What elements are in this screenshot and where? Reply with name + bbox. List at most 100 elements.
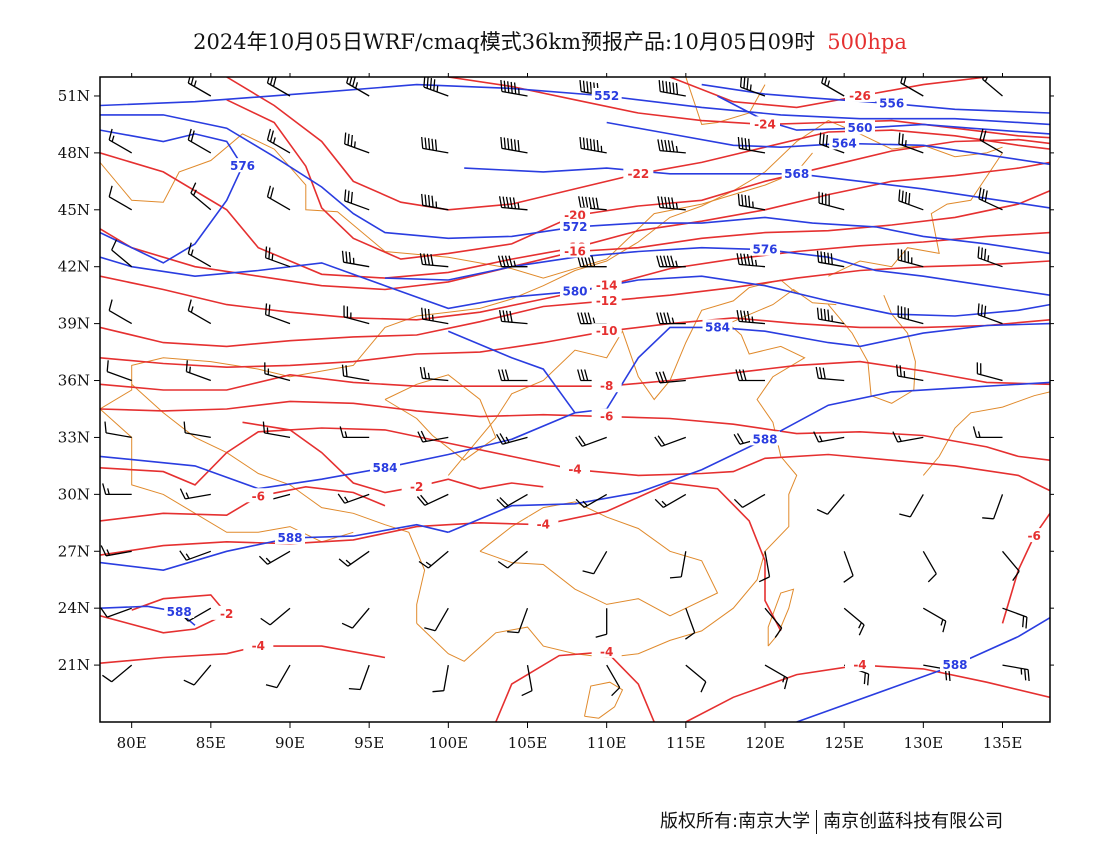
contour-label-background (275, 529, 305, 544)
temperature-contour-label: -26 (849, 89, 871, 103)
wind-barb (338, 550, 370, 567)
wind-barb (432, 664, 449, 693)
wind-barb (185, 360, 212, 382)
y-tick-label: 42N (58, 258, 90, 276)
wind-barb (106, 360, 132, 382)
wind-barb (102, 664, 133, 683)
height-contour (464, 167, 1050, 209)
wind-barb (578, 196, 607, 211)
wind-barb (978, 187, 1003, 211)
wind-barb (187, 128, 212, 154)
contour-label-background (164, 603, 195, 618)
wind-barb (897, 248, 924, 268)
y-tick-label: 24N (58, 599, 90, 617)
border-line (922, 391, 1050, 476)
wind-barb (497, 255, 528, 268)
height-contour-label: 588 (167, 605, 192, 619)
contour-label-background (829, 135, 860, 150)
x-tick-label: 120E (745, 734, 785, 752)
wind-barb (818, 191, 845, 211)
wind-barb (496, 433, 528, 445)
x-tick-label: 130E (904, 734, 944, 752)
height-contour-label: 584 (372, 461, 397, 475)
wind-barb (419, 253, 449, 268)
height-contour-label: 584 (705, 320, 730, 334)
wind-barb (111, 239, 133, 268)
wind-barb (258, 550, 291, 565)
x-tick-label: 85E (196, 734, 226, 752)
temperature-contour-label: -22 (627, 167, 649, 181)
temperature-contour-label: -6 (1027, 529, 1040, 543)
height-contour-label: 588 (277, 531, 302, 545)
height-contour-label: 564 (832, 136, 857, 150)
wind-barb (758, 551, 771, 583)
wind-barb (419, 366, 449, 382)
height-contour (100, 114, 1050, 255)
height-contour-label: 588 (752, 432, 777, 446)
height-contour-label: 556 (879, 97, 904, 111)
wind-barb (266, 185, 291, 211)
height-contour-label: 576 (230, 159, 255, 173)
wind-barb (735, 369, 765, 382)
height-contour-label: 580 (562, 284, 587, 298)
wind-barb (898, 132, 924, 154)
title-level: 500hpa (827, 30, 907, 54)
wind-barb (496, 493, 528, 508)
x-tick-label: 95E (354, 734, 384, 752)
footer-right: 南京创蓝科技有限公司 (823, 811, 1004, 832)
temperature-contour-label: -2 (410, 480, 423, 494)
wind-barb (898, 189, 924, 211)
y-tick-label: 27N (58, 542, 90, 560)
contour-label-background (370, 459, 400, 474)
wind-barb (423, 77, 449, 97)
y-tick-label: 51N (58, 87, 90, 105)
wind-barb (1002, 550, 1020, 581)
wind-barb (108, 299, 133, 325)
wind-barb (497, 550, 528, 569)
wind-barb (521, 664, 533, 697)
wind-barb (260, 607, 291, 626)
y-tick-label: 45N (58, 201, 90, 219)
chart-title: 2024年10月05日WRF/cmaq模式36km预报产品:10月05日09时 5… (0, 26, 1100, 56)
temperature-contour-label: -4 (853, 658, 866, 672)
wind-barb (595, 608, 608, 638)
wind-barb (104, 421, 132, 439)
wind-barb (982, 494, 1004, 520)
wind-barb (977, 246, 1003, 268)
wind-barb (341, 607, 370, 629)
height-contour-label: 588 (942, 658, 967, 672)
height-contour (100, 605, 196, 626)
temperature-contour-label: -12 (596, 294, 618, 308)
wind-barb (264, 246, 291, 268)
x-tick-label: 80E (117, 734, 147, 752)
wind-barb (344, 132, 370, 154)
wind-barb (843, 551, 854, 583)
y-tick-label: 36N (58, 372, 90, 390)
temperature-contour (100, 260, 1050, 348)
wind-barb (266, 128, 291, 154)
x-tick-label: 100E (429, 734, 469, 752)
x-tick-label: 105E (508, 734, 548, 752)
wind-barb (417, 430, 449, 443)
contour-label-layer: -26-24-22-20-18-16-14-12-10-8-6-4-2-6-4-… (164, 87, 1050, 672)
contour-label-background (1019, 528, 1050, 543)
temperature-contour (100, 645, 386, 664)
border-line (584, 681, 624, 719)
wind-barb (507, 607, 529, 634)
wind-barb (657, 196, 686, 211)
x-tick-label: 125E (824, 734, 864, 752)
wind-barb (669, 551, 687, 579)
wind-barb (262, 421, 291, 439)
wind-barb (424, 607, 449, 632)
wind-barb (816, 250, 845, 268)
temperature-contour-label: -4 (568, 463, 581, 477)
wind-barb (183, 421, 211, 439)
wind-barb (498, 309, 528, 325)
wind-barb (977, 303, 1003, 325)
contour-label-background (845, 657, 875, 672)
wind-barb (265, 664, 291, 689)
temperature-contour-label: -4 (252, 639, 265, 653)
wind-barb (764, 664, 789, 690)
wind-barb (733, 493, 766, 508)
wind-barb (1002, 607, 1028, 629)
